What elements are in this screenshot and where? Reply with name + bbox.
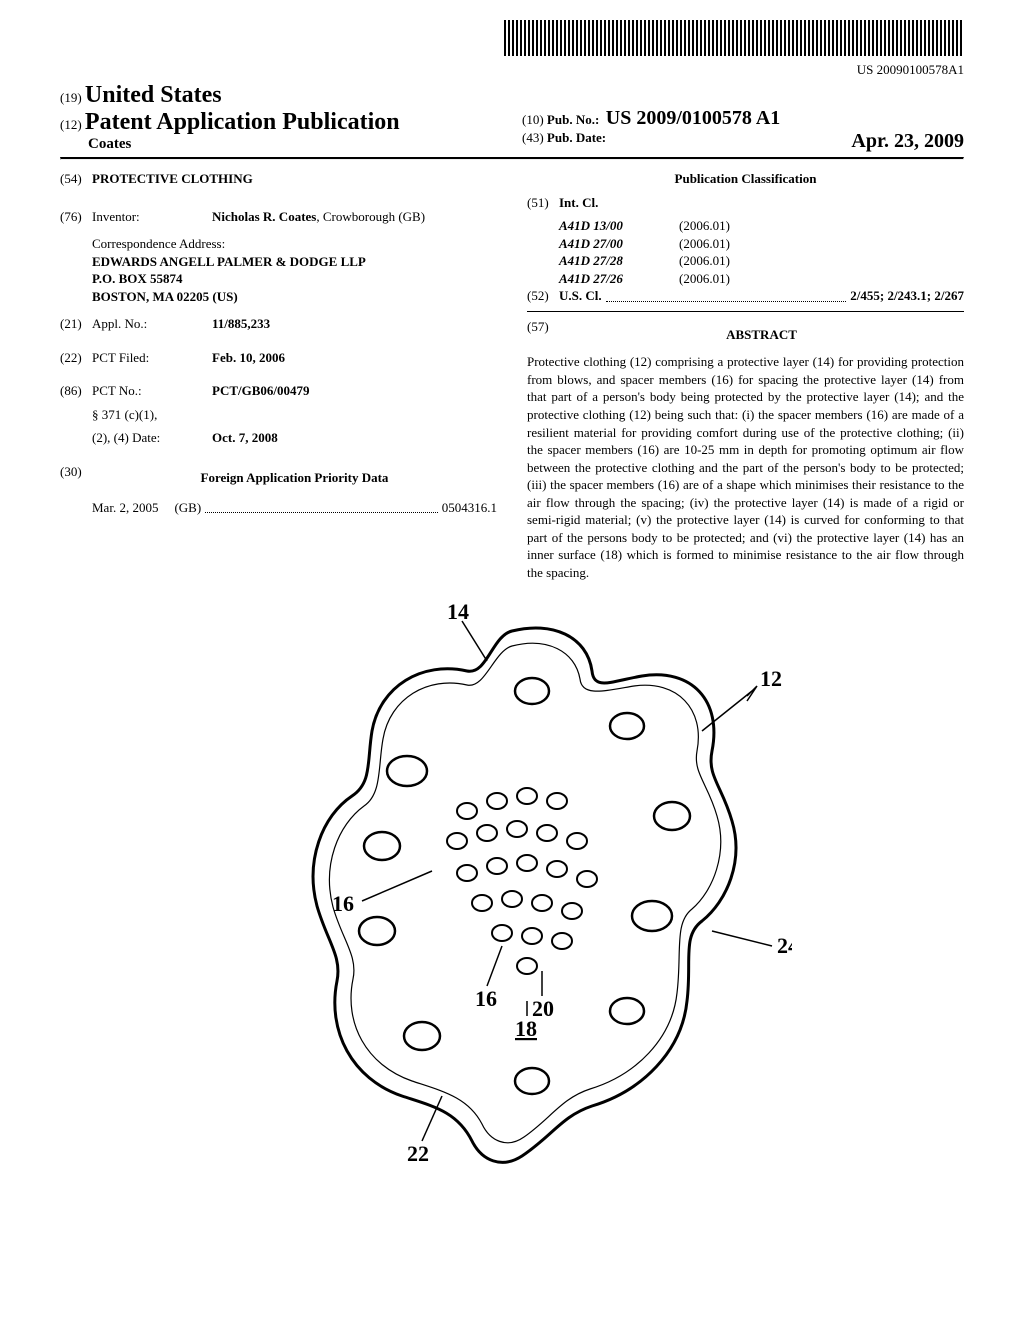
uscl-value: 2/455; 2/243.1; 2/267 — [850, 287, 964, 305]
patent-page: US 20090100578A1 (19) United States (12)… — [0, 0, 1024, 1225]
label-intcl: Int. Cl. — [559, 194, 598, 212]
inventor-loc: , Crowborough (GB) — [316, 209, 425, 224]
code-12: (12) — [60, 117, 82, 132]
right-column: Publication Classification (51) Int. Cl.… — [527, 170, 964, 581]
code-54: (54) — [60, 170, 92, 188]
pubdate: Apr. 23, 2009 — [851, 130, 964, 153]
fig-label-12: 12 — [760, 666, 782, 691]
fig-label-24: 24 — [777, 933, 792, 958]
corr-line-1: EDWARDS ANGELL PALMER & DODGE LLP — [92, 253, 497, 271]
code-57: (57) — [527, 318, 559, 348]
foreign-num: 0504316.1 — [442, 499, 497, 517]
abstract-body: Protective clothing (12) comprising a pr… — [527, 353, 964, 581]
applno: 11/885,233 — [212, 315, 270, 333]
code-51: (51) — [527, 194, 559, 212]
corr-label: Correspondence Address: — [92, 235, 497, 253]
intcl-cls-0: A41D 13/00 — [559, 217, 679, 235]
code-19: (19) — [60, 90, 82, 105]
barcode-number: US 20090100578A1 — [60, 62, 964, 78]
divider — [527, 311, 964, 312]
pubno-label: Pub. No.: — [547, 112, 599, 127]
fig-label-16a: 16 — [332, 891, 354, 916]
header-left: (19) United States (12) Patent Applicati… — [60, 82, 502, 153]
label-pctno: PCT No.: — [92, 382, 212, 400]
foreign-priority-title: Foreign Application Priority Data — [92, 469, 497, 487]
author: Coates — [60, 136, 502, 153]
code-86: (86) — [60, 382, 92, 400]
country: United States — [85, 82, 222, 108]
figure-svg: 14 12 16 16 18 20 22 24 — [232, 601, 792, 1181]
code-52: (52) — [527, 287, 559, 305]
intcl-ver-1: (2006.01) — [679, 235, 779, 253]
fig-label-14: 14 — [447, 601, 469, 624]
fig-label-20: 20 — [532, 996, 554, 1021]
pctfiled: Feb. 10, 2006 — [212, 349, 285, 367]
intcl-cls-1: A41D 27/00 — [559, 235, 679, 253]
patent-figure: 14 12 16 16 18 20 22 24 — [60, 601, 964, 1185]
corr-line-3: BOSTON, MA 02205 (US) — [92, 288, 497, 306]
fig-label-16b: 16 — [475, 986, 497, 1011]
label-371-1: § 371 (c)(1), — [92, 406, 212, 424]
inventor-name: Nicholas R. Coates — [212, 209, 316, 224]
abstract-title: ABSTRACT — [559, 326, 964, 344]
fig-label-22: 22 — [407, 1141, 429, 1166]
label-inventor: Inventor: — [92, 208, 212, 226]
code-21: (21) — [60, 315, 92, 333]
code-76: (76) — [60, 208, 92, 226]
body-columns: (54) PROTECTIVE CLOTHING (76) Inventor: … — [60, 170, 964, 581]
barcode-area: US 20090100578A1 — [60, 20, 964, 78]
pubno: US 2009/0100578 A1 — [606, 107, 780, 129]
intcl-cls-3: A41D 27/26 — [559, 270, 679, 288]
code-22: (22) — [60, 349, 92, 367]
header-rule — [60, 157, 964, 160]
label-371-2: (2), (4) Date: — [92, 429, 212, 447]
pub-type: Patent Application Publication — [85, 109, 400, 135]
dots-icon — [205, 512, 438, 513]
foreign-date: Mar. 2, 2005 — [92, 499, 158, 517]
intcl-table: A41D 13/00(2006.01) A41D 27/00(2006.01) … — [559, 217, 964, 287]
title-54: PROTECTIVE CLOTHING — [92, 170, 253, 188]
intcl-ver-2: (2006.01) — [679, 252, 779, 270]
correspondence-address: Correspondence Address: EDWARDS ANGELL P… — [92, 235, 497, 305]
left-column: (54) PROTECTIVE CLOTHING (76) Inventor: … — [60, 170, 497, 581]
pctno: PCT/GB06/00479 — [212, 382, 310, 400]
code-43: (43) — [522, 130, 544, 145]
code-10: (10) — [522, 112, 544, 127]
dots-icon — [606, 301, 847, 302]
corr-line-2: P.O. BOX 55874 — [92, 270, 497, 288]
intcl-ver-0: (2006.01) — [679, 217, 779, 235]
intcl-cls-2: A41D 27/28 — [559, 252, 679, 270]
header: (19) United States (12) Patent Applicati… — [60, 82, 964, 153]
label-applno: Appl. No.: — [92, 315, 212, 333]
foreign-country: (GB) — [174, 499, 201, 517]
label-uscl: U.S. Cl. — [559, 287, 602, 305]
label-pctfiled: PCT Filed: — [92, 349, 212, 367]
pub-class-title: Publication Classification — [527, 170, 964, 188]
date-371: Oct. 7, 2008 — [212, 429, 278, 447]
pubdate-label: Pub. Date: — [547, 130, 606, 145]
code-30: (30) — [60, 463, 92, 493]
intcl-ver-3: (2006.01) — [679, 270, 779, 288]
header-right: (10) Pub. No.: US 2009/0100578 A1 (43) P… — [502, 107, 964, 153]
barcode-icon — [504, 20, 964, 56]
